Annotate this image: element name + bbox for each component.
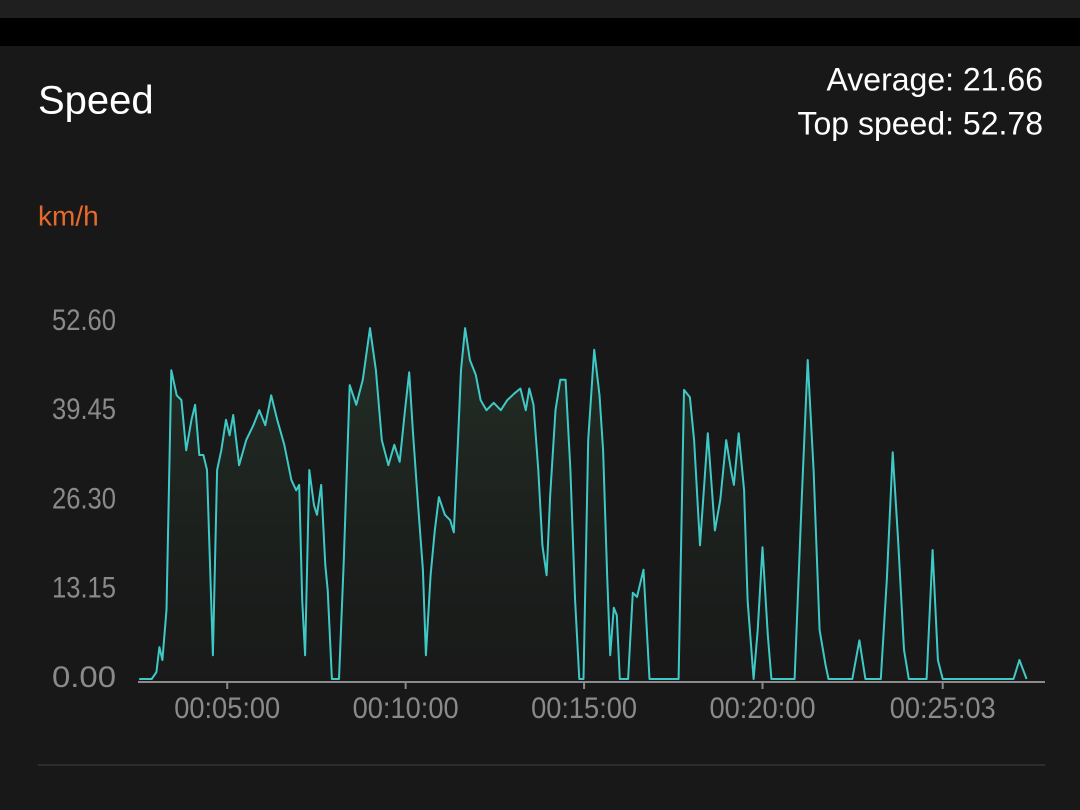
divider-band — [0, 18, 1080, 46]
y-tick-label: 13.15 — [52, 572, 116, 605]
x-tick-label: 00:15:00 — [531, 692, 637, 725]
x-tick-label: 00:05:00 — [174, 692, 280, 725]
y-tick-label: 39.45 — [52, 393, 116, 426]
top-strip — [0, 0, 1080, 18]
top-speed-stat: Top speed: 52.78 — [797, 105, 1043, 141]
x-tick-label: 00:10:00 — [353, 692, 459, 725]
area — [139, 328, 1027, 679]
x-tick-label: 00:25:03 — [890, 692, 996, 725]
line — [139, 327, 1028, 680]
y-tick-label: 52.60 — [52, 304, 116, 337]
y-axis-unit: km/h — [38, 200, 99, 231]
chart-title: Speed — [38, 79, 154, 123]
x-tick-label: 00:20:00 — [709, 692, 815, 725]
y-tick-label: 26.30 — [52, 482, 116, 515]
y-tick-label: 0.00 — [52, 661, 116, 694]
average-stat: Average: 21.66 — [827, 61, 1043, 97]
